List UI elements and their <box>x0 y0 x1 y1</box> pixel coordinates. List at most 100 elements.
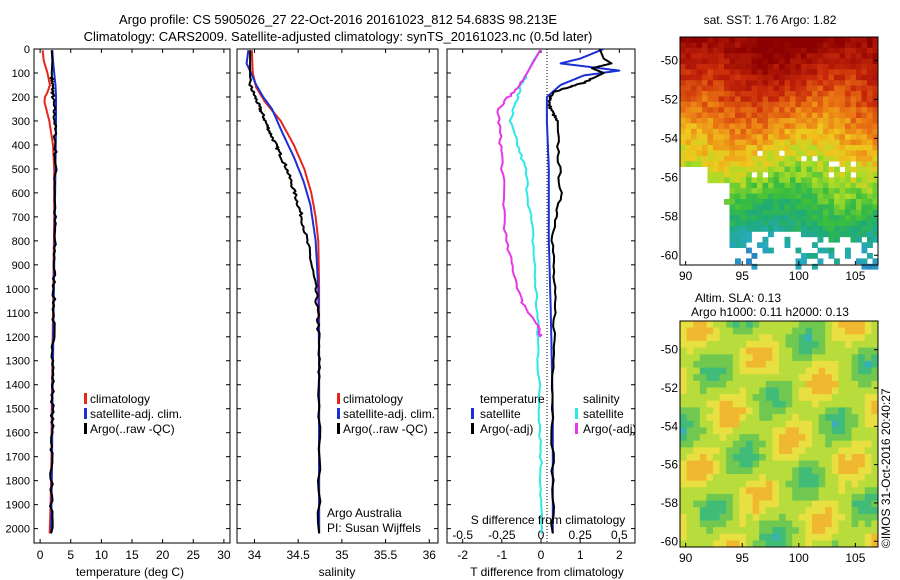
temperature-legend: climatology satellite-adj. clim. Argo(..… <box>84 392 182 436</box>
sst-cell <box>729 80 736 86</box>
sst-cell <box>834 64 840 70</box>
sst-cell <box>867 199 873 205</box>
sla-cell <box>779 420 786 428</box>
sst-cell <box>790 139 796 146</box>
sst-cell <box>839 123 846 130</box>
sla-cell <box>739 354 747 362</box>
sst-cell <box>839 134 846 140</box>
sst-cell <box>834 96 840 103</box>
legend-swatch-climatology <box>84 393 87 404</box>
sst-cell <box>707 91 714 97</box>
sst-cell <box>872 85 879 92</box>
sst-cell <box>823 188 829 194</box>
sst-cell <box>834 85 840 92</box>
sla-cell <box>825 420 833 428</box>
sst-cell <box>834 145 840 151</box>
sla-cell <box>805 480 813 488</box>
sst-cell <box>872 80 879 86</box>
sla-cell <box>746 407 753 415</box>
sst-cell <box>724 101 730 108</box>
sla-cell <box>831 480 839 488</box>
sla-cell <box>752 327 760 335</box>
sst-cell <box>740 215 747 221</box>
sst-cell <box>790 107 796 113</box>
sst-cell <box>867 47 873 54</box>
sla-cell <box>732 447 740 455</box>
sst-cell <box>746 112 752 119</box>
sst-cell <box>729 112 736 119</box>
sst-cell <box>724 145 730 151</box>
sst-cell <box>779 42 785 49</box>
sst-cell <box>795 53 802 59</box>
sst-cell <box>779 47 785 54</box>
sla-cell <box>831 327 839 335</box>
sst-cell <box>790 53 796 59</box>
sla-cell <box>792 400 800 408</box>
sst-cell <box>801 145 807 151</box>
sst-cell <box>812 161 818 167</box>
sla-cell <box>871 507 879 515</box>
sla-cell <box>686 334 694 342</box>
sst-cell <box>806 215 813 221</box>
sla-cell <box>798 434 806 442</box>
sst-cell <box>801 182 807 189</box>
header-line2: Climatology: CARS2009. Satellite-adjuste… <box>84 29 593 44</box>
sla-cell <box>726 354 734 362</box>
sst-cell <box>834 118 840 124</box>
sst-cell <box>834 37 840 43</box>
sla-cell <box>825 460 833 468</box>
sla-cell <box>831 387 839 395</box>
sst-cell <box>691 155 697 162</box>
sla-cell <box>838 487 846 495</box>
sst-cell <box>707 107 714 113</box>
sla-cell <box>746 380 753 388</box>
sst-cell <box>718 74 725 81</box>
sla-cell <box>732 334 740 342</box>
sst-cell <box>707 172 714 178</box>
sst-cell <box>834 226 840 232</box>
sst-cell <box>801 193 807 200</box>
salinity-panel: 34 34.5 35 35.5 36 salinity climatology sate… <box>236 48 439 579</box>
sla-cell <box>765 414 773 422</box>
sla-cell <box>785 440 793 448</box>
sst-cell <box>823 74 829 81</box>
sst-cell <box>872 193 879 200</box>
sst-cell <box>735 47 741 54</box>
sst-cell <box>867 37 873 43</box>
sla-cell <box>871 414 879 422</box>
sla-cell <box>785 347 793 355</box>
map-x-tick-label: 95 <box>736 269 750 283</box>
sla-cell <box>812 447 819 455</box>
sst-cell <box>817 220 824 227</box>
sst-cell <box>801 134 807 140</box>
sla-cell <box>831 454 839 462</box>
sla-cell <box>805 347 813 355</box>
sla-cell <box>858 507 866 515</box>
sla-heatmap <box>680 321 879 548</box>
sla-cell <box>699 420 707 428</box>
sla-cell <box>864 340 872 348</box>
sst-cell <box>751 91 758 97</box>
sst-cell <box>729 193 736 200</box>
sla-cell <box>713 460 720 468</box>
sst-cell <box>850 134 857 140</box>
sla-cell <box>693 414 701 422</box>
depth-tick-label: 400 <box>12 140 30 152</box>
sla-cell <box>772 520 780 528</box>
map-y-tick-label: -50 <box>661 343 679 357</box>
sst-cell <box>867 58 873 65</box>
sla-cell <box>739 480 747 488</box>
sst-cell <box>839 209 846 216</box>
sst-cell <box>729 64 736 70</box>
sst-cell <box>872 177 879 184</box>
sst-cell <box>696 53 703 59</box>
sst-cell <box>680 47 686 54</box>
sla-cell <box>818 367 826 375</box>
sla-cell <box>713 420 720 428</box>
sst-cell <box>685 80 692 86</box>
sla-cell <box>746 327 753 335</box>
sla-cell <box>686 500 694 508</box>
sst-cell <box>806 188 813 194</box>
sla-cell <box>713 374 720 382</box>
sst-cell <box>834 123 840 130</box>
